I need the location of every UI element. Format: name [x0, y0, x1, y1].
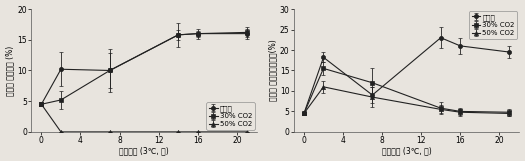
X-axis label: 저장기간 (3℃, 일): 저장기간 (3℃, 일) [119, 147, 169, 155]
Legend: 무처리, 30% CO2, 50% CO2: 무처리, 30% CO2, 50% CO2 [206, 102, 255, 130]
Legend: 무처리, 30% CO2, 50% CO2: 무처리, 30% CO2, 50% CO2 [469, 11, 517, 39]
X-axis label: 저장기간 (3℃, 일): 저장기간 (3℃, 일) [382, 147, 432, 155]
Y-axis label: 포장내 산소농도 (%): 포장내 산소농도 (%) [6, 45, 15, 96]
Y-axis label: 포장내 이산화탄소농도(%): 포장내 이산화탄소농도(%) [268, 40, 277, 101]
